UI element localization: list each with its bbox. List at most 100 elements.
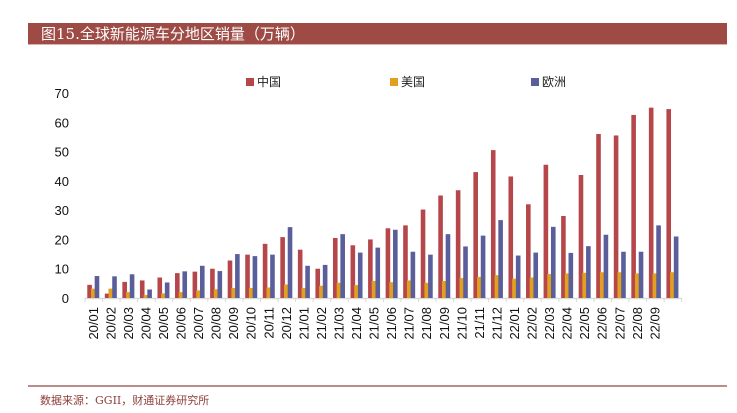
x-tick-label: 22/06 xyxy=(595,307,610,340)
x-tick-label: 21/05 xyxy=(367,307,382,340)
x-tick-label: 20/03 xyxy=(121,307,136,340)
bar-china xyxy=(385,228,391,298)
bar-china xyxy=(262,243,268,298)
x-tick-label: 21/07 xyxy=(402,307,417,340)
x-tick-label: 21/01 xyxy=(296,307,311,340)
bar-usa xyxy=(196,290,201,298)
bar-china xyxy=(122,281,127,298)
bar-china xyxy=(543,164,549,298)
bar-china xyxy=(280,237,285,298)
bar-europe xyxy=(270,254,275,298)
x-tick-label: 20/11 xyxy=(261,307,276,339)
x-tick-label: 20/08 xyxy=(209,307,224,340)
bar-europe xyxy=(129,274,135,298)
x-tick-label: 21/08 xyxy=(419,307,434,340)
bar-china xyxy=(192,271,198,298)
x-tick-label: 20/01 xyxy=(86,307,101,340)
x-tick-label: 20/05 xyxy=(156,307,171,340)
bar-europe xyxy=(463,246,468,298)
bar-europe xyxy=(673,236,679,298)
bar-europe xyxy=(252,256,258,298)
x-tick-label: 21/11 xyxy=(472,307,487,339)
bar-china xyxy=(227,260,233,298)
x-tick-label: 22/05 xyxy=(577,307,592,340)
bar-europe xyxy=(305,265,310,298)
chart-title-bar: 图15.全球新能源车分地区销量（万辆） xyxy=(28,23,727,45)
legend-label-china: 中国 xyxy=(257,75,282,89)
bar-china xyxy=(420,209,426,298)
bar-europe xyxy=(498,220,503,298)
bar-usa xyxy=(477,276,482,298)
bar-europe xyxy=(182,271,188,298)
bar-china xyxy=(297,249,303,298)
bar-europe xyxy=(410,251,416,298)
bar-china xyxy=(561,216,566,298)
legend-swatch-usa xyxy=(390,77,398,86)
y-tick-label: 30 xyxy=(55,203,69,218)
bar-china xyxy=(473,172,478,298)
bar-usa xyxy=(547,273,552,298)
bar-europe xyxy=(147,289,152,298)
bar-europe xyxy=(586,246,591,298)
bar-usa xyxy=(284,284,289,298)
bar-europe xyxy=(603,234,609,298)
y-tick-label: 0 xyxy=(62,291,69,306)
legend-item-china: 中国 xyxy=(246,73,281,90)
bar-europe xyxy=(287,227,293,298)
bar-usa xyxy=(319,285,324,298)
bar-china xyxy=(526,204,531,298)
bar-usa xyxy=(90,288,96,298)
bar-europe xyxy=(533,252,539,298)
bar-usa xyxy=(266,287,272,298)
legend-item-europe: 欧洲 xyxy=(531,73,566,90)
bar-europe xyxy=(164,282,170,298)
bar-china xyxy=(139,280,145,298)
bar-europe xyxy=(94,276,100,298)
bar-europe xyxy=(393,229,398,298)
bar-usa xyxy=(635,273,640,298)
bar-china xyxy=(596,134,601,298)
legend: 中国 美国 欧洲 xyxy=(0,73,737,89)
bar-europe xyxy=(375,247,381,298)
bar-usa xyxy=(494,275,500,298)
bar-europe xyxy=(112,276,117,298)
bar-usa xyxy=(371,281,377,298)
bar-usa xyxy=(564,273,570,298)
x-tick-label: 20/12 xyxy=(279,307,294,340)
bar-china xyxy=(578,175,584,298)
x-tick-label: 21/12 xyxy=(489,307,504,340)
bar-china xyxy=(403,225,408,298)
bar-china xyxy=(438,195,443,298)
bar-usa xyxy=(389,282,394,298)
bar-usa xyxy=(512,278,517,298)
x-tick-label: 20/06 xyxy=(174,307,189,340)
bar-europe xyxy=(638,251,644,298)
bar-china xyxy=(508,176,514,298)
x-tick-label: 21/03 xyxy=(331,307,346,340)
bar-europe xyxy=(445,234,451,298)
footer-divider xyxy=(28,385,727,387)
bar-europe xyxy=(322,264,328,298)
bar-china xyxy=(648,107,654,299)
x-tick-label: 20/02 xyxy=(103,307,118,340)
x-tick-label: 20/04 xyxy=(138,307,153,340)
bar-usa xyxy=(406,280,412,298)
y-tick-label: 60 xyxy=(55,115,69,130)
bar-usa xyxy=(354,285,359,298)
x-tick-label: 21/02 xyxy=(314,307,329,340)
bar-usa xyxy=(161,293,166,298)
legend-item-usa: 美国 xyxy=(390,73,425,90)
bar-usa xyxy=(213,289,219,298)
bar-china xyxy=(368,239,373,298)
bar-europe xyxy=(340,234,345,298)
x-tick-label: 20/09 xyxy=(226,307,241,340)
x-tick-label: 21/09 xyxy=(437,307,452,340)
x-tick-label: 22/09 xyxy=(647,307,662,340)
bar-europe xyxy=(550,226,556,298)
bar-china xyxy=(315,268,321,298)
source-note: 数据来源：GGII，财通证券研究所 xyxy=(40,394,210,407)
x-tick-label: 21/04 xyxy=(349,307,364,340)
y-tick-label: 10 xyxy=(55,262,69,277)
bar-europe xyxy=(480,235,486,298)
bar-europe xyxy=(199,265,205,298)
